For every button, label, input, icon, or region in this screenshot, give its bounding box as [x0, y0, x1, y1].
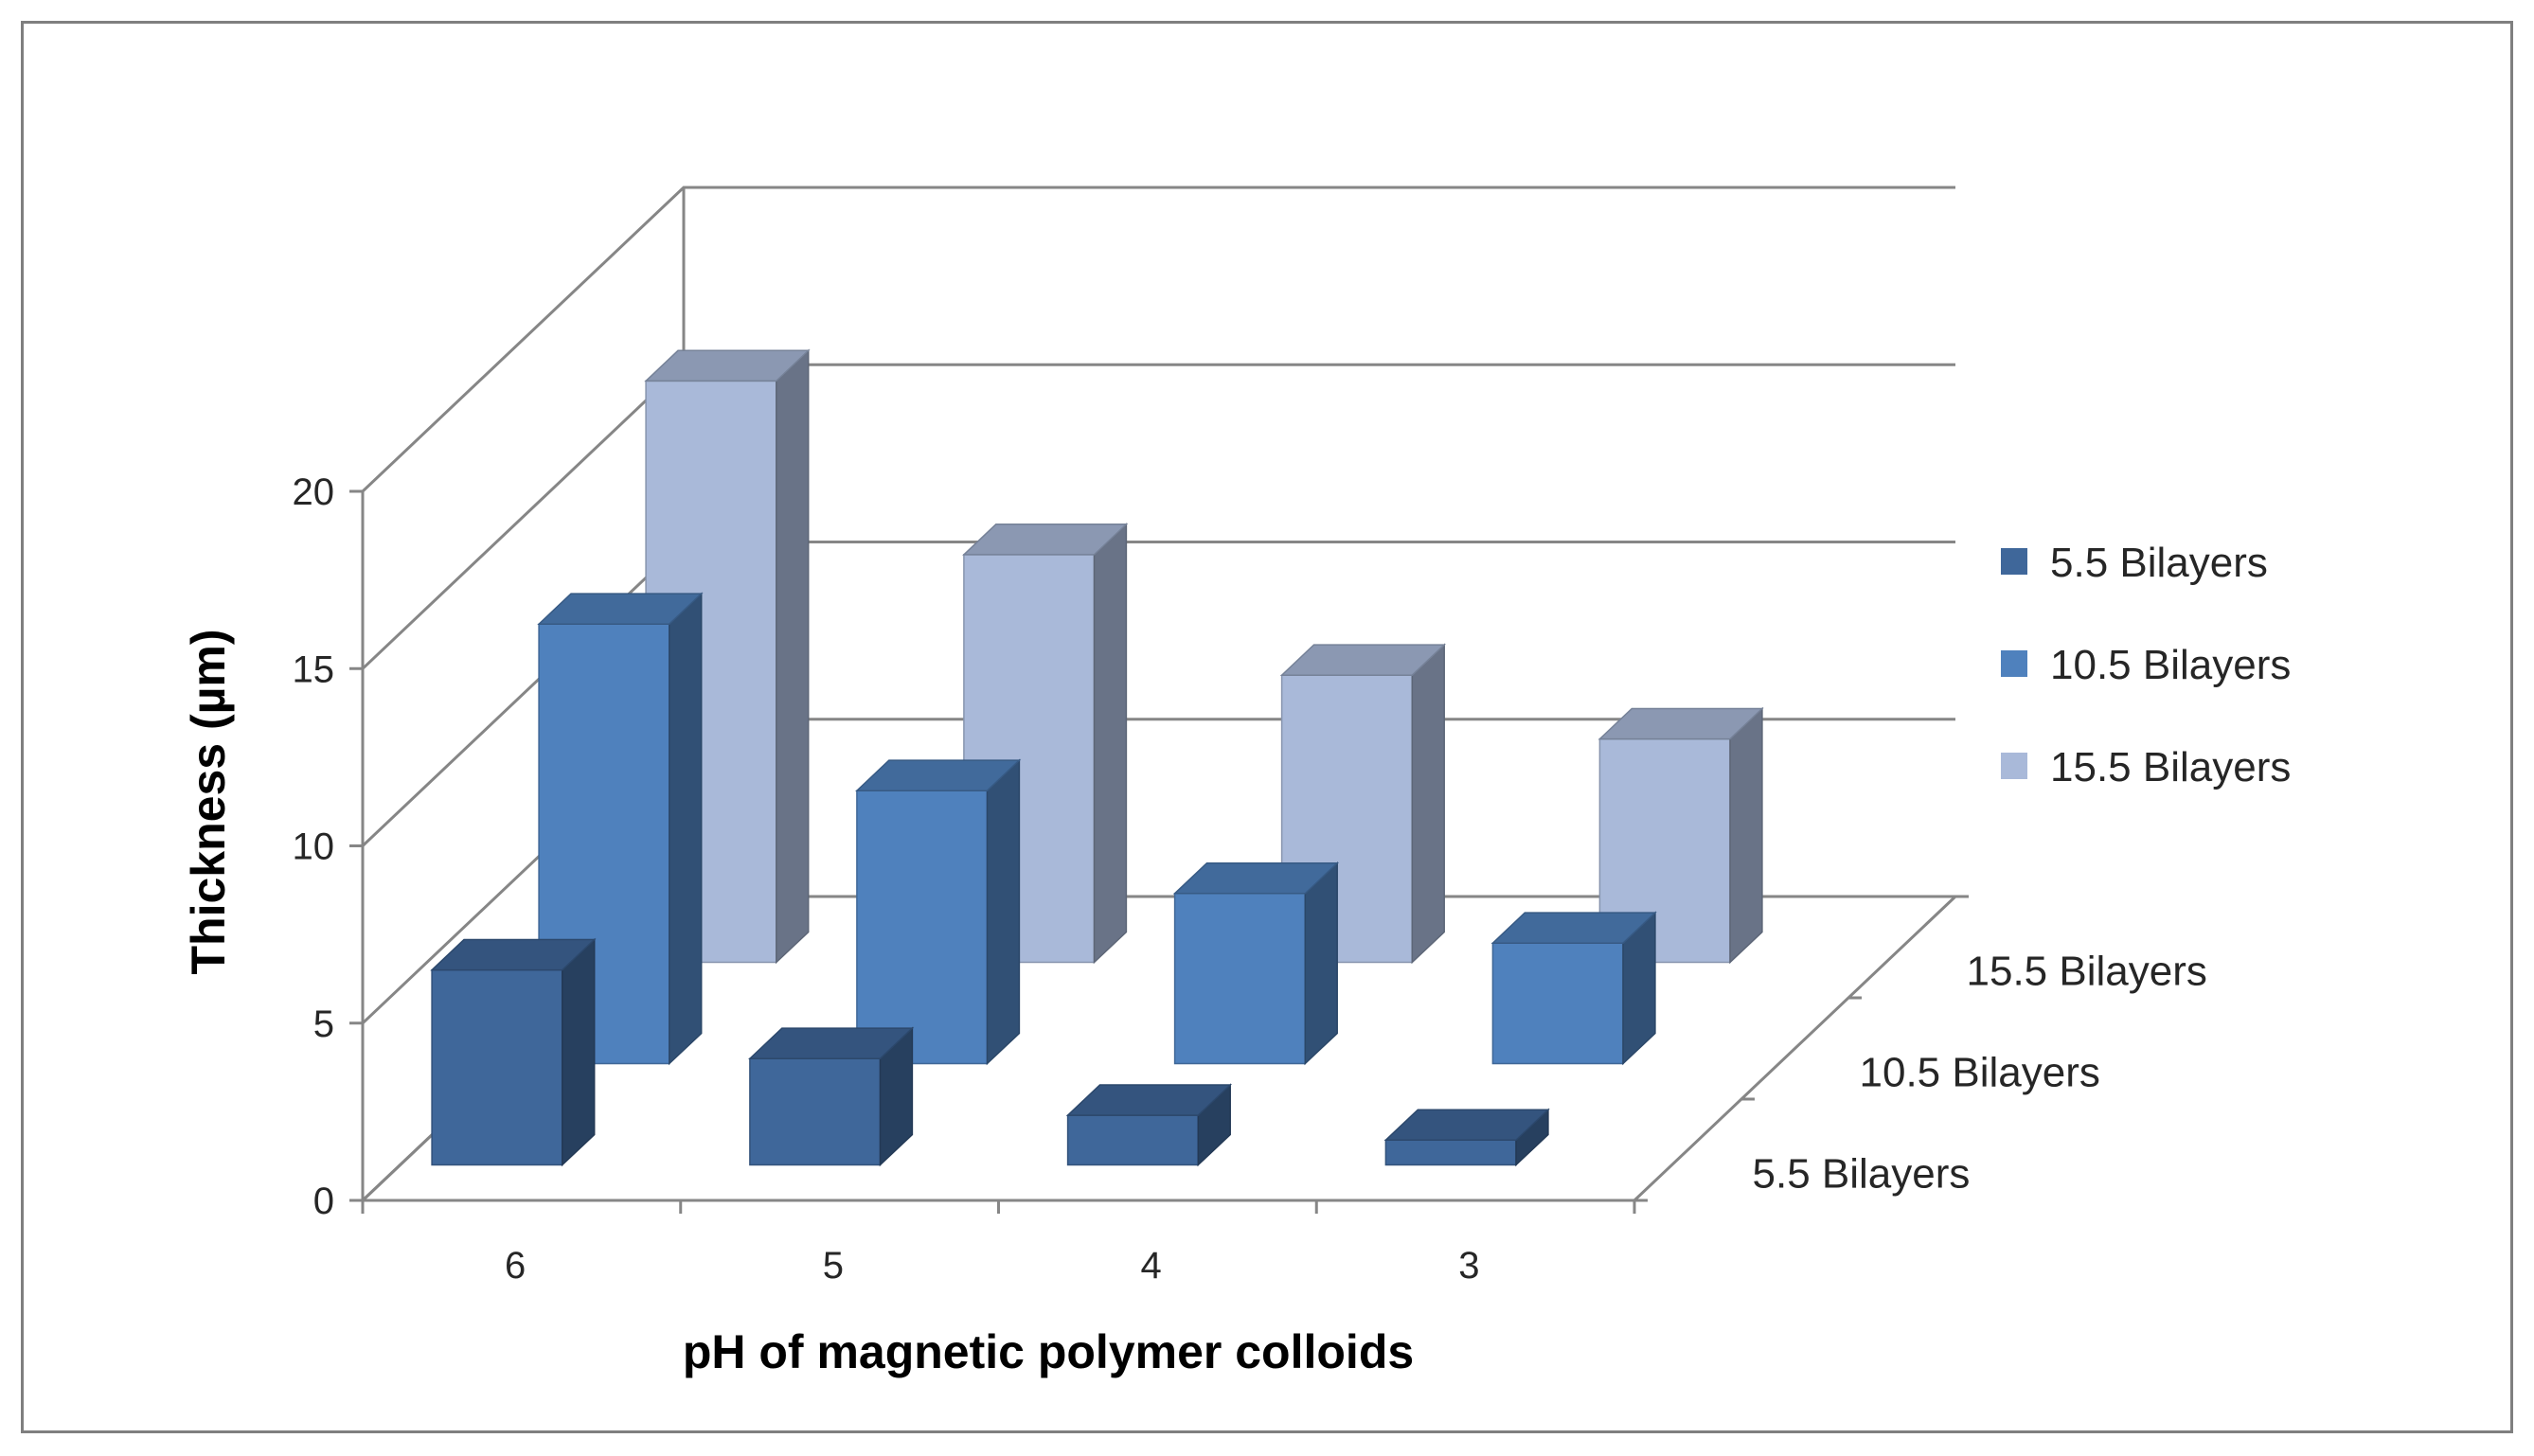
x-tick-label: 4	[1141, 1245, 1162, 1287]
legend-swatch	[2001, 753, 2027, 779]
bar-top	[962, 524, 1129, 556]
bar-side	[986, 758, 1021, 1066]
bar-top	[1172, 861, 1340, 895]
chart-3d-column: 0 5 10 15 20 6 5 4 3 15.5 Bilayers 10.5 Bilayers…	[182, 186, 2291, 1378]
y-axis-title: Thickness (µm)	[182, 629, 235, 974]
bar-front	[856, 790, 989, 1065]
x-tick-label: 5	[823, 1245, 844, 1287]
y-tick-label: 10	[293, 826, 335, 868]
x-tick-label: 6	[505, 1245, 526, 1287]
bar-side	[776, 348, 810, 965]
y-axis-ticks: 0 5 10 15 20	[293, 471, 363, 1222]
bar-front	[749, 1057, 882, 1166]
legend-label: 5.5 Bilayers	[2050, 540, 2268, 586]
y-tick-label: 15	[293, 648, 335, 690]
bar	[1597, 706, 1764, 965]
x-tick-label: 3	[1458, 1245, 1479, 1287]
legend-swatch	[2001, 650, 2027, 677]
bar	[1172, 861, 1340, 1066]
bar-top	[537, 593, 704, 625]
depth-tick-label: 5.5 Bilayers	[1753, 1151, 1971, 1198]
x-axis-ticks: 6 5 4 3	[361, 1200, 1636, 1287]
bar-side	[1411, 643, 1445, 965]
bar	[748, 1026, 915, 1167]
bar	[430, 937, 597, 1167]
bars	[430, 348, 1764, 1167]
y-tick-label: 5	[313, 1003, 334, 1045]
bar-top	[1597, 707, 1764, 740]
bar-top	[1279, 644, 1447, 676]
gridline	[361, 186, 1955, 493]
legend-label: 15.5 Bilayers	[2050, 744, 2291, 790]
bar-front	[431, 968, 563, 1166]
bar-side	[562, 937, 596, 1167]
bar-side	[1304, 861, 1338, 1066]
bar-top	[855, 759, 1022, 791]
depth-tick-label: 10.5 Bilayers	[1860, 1050, 2100, 1096]
bar-top	[644, 349, 811, 382]
legend-swatch	[2001, 548, 2027, 575]
legend: 5.5 Bilayers 10.5 Bilayers 15.5 Bilayers	[2001, 540, 2291, 790]
bar	[855, 758, 1022, 1066]
depth-tick-label: 15.5 Bilayers	[1967, 949, 2207, 995]
bar-side	[1729, 706, 1763, 965]
bar	[1065, 1083, 1233, 1167]
bar	[1490, 911, 1657, 1066]
bar-top	[1065, 1084, 1233, 1116]
bar	[962, 523, 1129, 965]
legend-label: 10.5 Bilayers	[2050, 642, 2291, 688]
bar-top	[1383, 1109, 1550, 1142]
bar-front	[1491, 942, 1624, 1065]
y-tick-label: 20	[293, 471, 335, 513]
bar	[1383, 1108, 1550, 1167]
chart-frame: 0 5 10 15 20 6 5 4 3 15.5 Bilayers 10.5 Bilayers…	[21, 21, 2513, 1433]
bar-top	[748, 1027, 915, 1059]
bar-front	[1384, 1139, 1517, 1166]
depth-axis-ticks: 15.5 Bilayers 10.5 Bilayers 5.5 Bilayers	[1634, 895, 2207, 1202]
bar-side	[1093, 523, 1128, 965]
bar-front	[1173, 893, 1307, 1065]
y-tick-label: 0	[313, 1181, 334, 1222]
bar-side	[669, 592, 703, 1066]
bar-top	[430, 938, 597, 971]
x-axis-title: pH of magnetic polymer colloids	[683, 1325, 1414, 1378]
bar-front	[1066, 1114, 1200, 1166]
bar-top	[1490, 912, 1657, 944]
